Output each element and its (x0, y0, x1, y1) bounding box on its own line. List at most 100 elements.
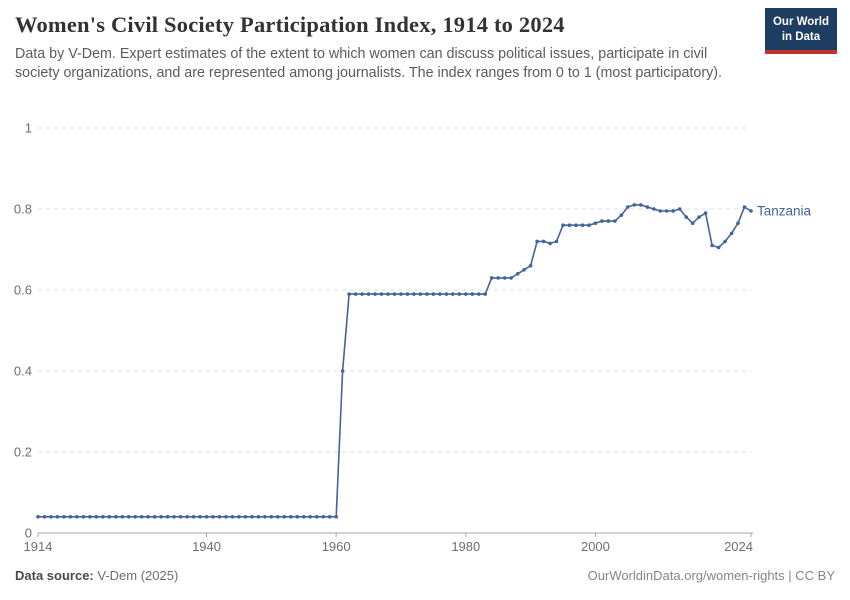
series-marker[interactable] (561, 223, 565, 227)
series-marker[interactable] (62, 515, 66, 519)
series-marker[interactable] (263, 515, 267, 519)
series-marker[interactable] (632, 203, 637, 207)
series-marker[interactable] (146, 515, 150, 519)
series-marker[interactable] (567, 223, 572, 227)
series-marker[interactable] (120, 515, 125, 519)
series-marker[interactable] (742, 205, 747, 209)
series-marker[interactable] (347, 292, 351, 296)
series-marker[interactable] (723, 239, 727, 244)
series-marker[interactable] (75, 515, 79, 519)
series-marker[interactable] (457, 292, 462, 296)
series-marker[interactable] (334, 515, 339, 519)
series-marker[interactable] (217, 515, 222, 519)
series-marker[interactable] (703, 211, 708, 215)
series-marker[interactable] (671, 209, 675, 213)
series-marker[interactable] (483, 292, 488, 296)
series-marker[interactable] (690, 221, 695, 225)
series-marker[interactable] (373, 292, 377, 296)
series-marker[interactable] (477, 292, 481, 296)
series-marker[interactable] (431, 292, 436, 296)
series-marker[interactable] (658, 209, 663, 213)
series-marker[interactable] (178, 515, 183, 519)
series-marker[interactable] (81, 515, 86, 519)
series-marker[interactable] (340, 369, 345, 373)
series-marker[interactable] (353, 292, 358, 296)
series-marker[interactable] (652, 207, 656, 211)
series-marker[interactable] (327, 515, 332, 519)
series-marker[interactable] (405, 292, 410, 296)
series-marker[interactable] (541, 239, 546, 244)
series-marker[interactable] (509, 276, 513, 280)
series-marker[interactable] (587, 223, 591, 227)
series-marker[interactable] (684, 215, 688, 219)
series-marker[interactable] (139, 515, 144, 519)
series-marker[interactable] (736, 221, 740, 225)
series-marker[interactable] (114, 515, 118, 519)
series-marker[interactable] (191, 515, 196, 519)
series-line-tanzania[interactable] (38, 204, 752, 518)
series-marker[interactable] (535, 239, 539, 244)
series-marker[interactable] (152, 515, 157, 519)
series-marker[interactable] (243, 515, 248, 519)
series-marker[interactable] (626, 205, 630, 209)
series-marker[interactable] (360, 292, 364, 296)
series-marker[interactable] (489, 276, 494, 280)
series-marker[interactable] (496, 276, 501, 280)
series-marker[interactable] (729, 231, 734, 236)
series-marker[interactable] (502, 276, 507, 280)
series-marker[interactable] (528, 263, 533, 268)
series-marker[interactable] (295, 515, 300, 519)
series-marker[interactable] (276, 515, 280, 519)
series-marker[interactable] (580, 223, 585, 227)
series-marker[interactable] (664, 209, 669, 213)
series-marker[interactable] (399, 292, 403, 296)
series-marker[interactable] (198, 515, 202, 519)
series-marker[interactable] (204, 515, 209, 519)
series-marker[interactable] (522, 268, 526, 272)
series-marker[interactable] (314, 515, 319, 519)
series-marker[interactable] (379, 292, 384, 296)
series-marker[interactable] (133, 515, 137, 519)
series-marker[interactable] (716, 245, 721, 250)
series-marker[interactable] (269, 515, 274, 519)
series-marker[interactable] (606, 219, 611, 223)
series-marker[interactable] (451, 292, 455, 296)
series-marker[interactable] (159, 515, 163, 519)
series-marker[interactable] (165, 515, 170, 519)
series-marker[interactable] (600, 219, 604, 223)
series-marker[interactable] (749, 209, 753, 213)
series-marker[interactable] (101, 515, 105, 519)
series-marker[interactable] (230, 515, 235, 519)
series-marker[interactable] (68, 515, 73, 519)
series-marker[interactable] (250, 515, 254, 519)
series-marker[interactable] (438, 292, 442, 296)
series-marker[interactable] (697, 215, 701, 219)
series-marker[interactable] (289, 515, 293, 519)
series-marker[interactable] (677, 207, 682, 211)
series-marker[interactable] (412, 292, 416, 296)
series-marker[interactable] (211, 515, 215, 519)
series-marker[interactable] (282, 515, 287, 519)
series-marker[interactable] (224, 515, 228, 519)
series-marker[interactable] (256, 515, 261, 519)
series-marker[interactable] (470, 292, 475, 296)
series-marker[interactable] (619, 213, 624, 217)
series-marker[interactable] (593, 221, 598, 225)
series-marker[interactable] (55, 515, 60, 519)
series-marker[interactable] (392, 292, 397, 296)
series-marker[interactable] (321, 515, 326, 519)
credit-link[interactable]: OurWorldinData.org/women-rights | CC BY (587, 568, 835, 583)
series-marker[interactable] (366, 292, 371, 296)
series-marker[interactable] (302, 515, 306, 519)
series-marker[interactable] (107, 515, 112, 519)
series-marker[interactable] (613, 219, 617, 223)
series-marker[interactable] (710, 243, 714, 248)
series-marker[interactable] (172, 515, 176, 519)
series-marker[interactable] (49, 515, 53, 519)
series-marker[interactable] (386, 292, 390, 296)
series-marker[interactable] (88, 515, 92, 519)
series-marker[interactable] (548, 241, 552, 246)
series-marker[interactable] (308, 515, 313, 519)
series-marker[interactable] (185, 515, 189, 519)
